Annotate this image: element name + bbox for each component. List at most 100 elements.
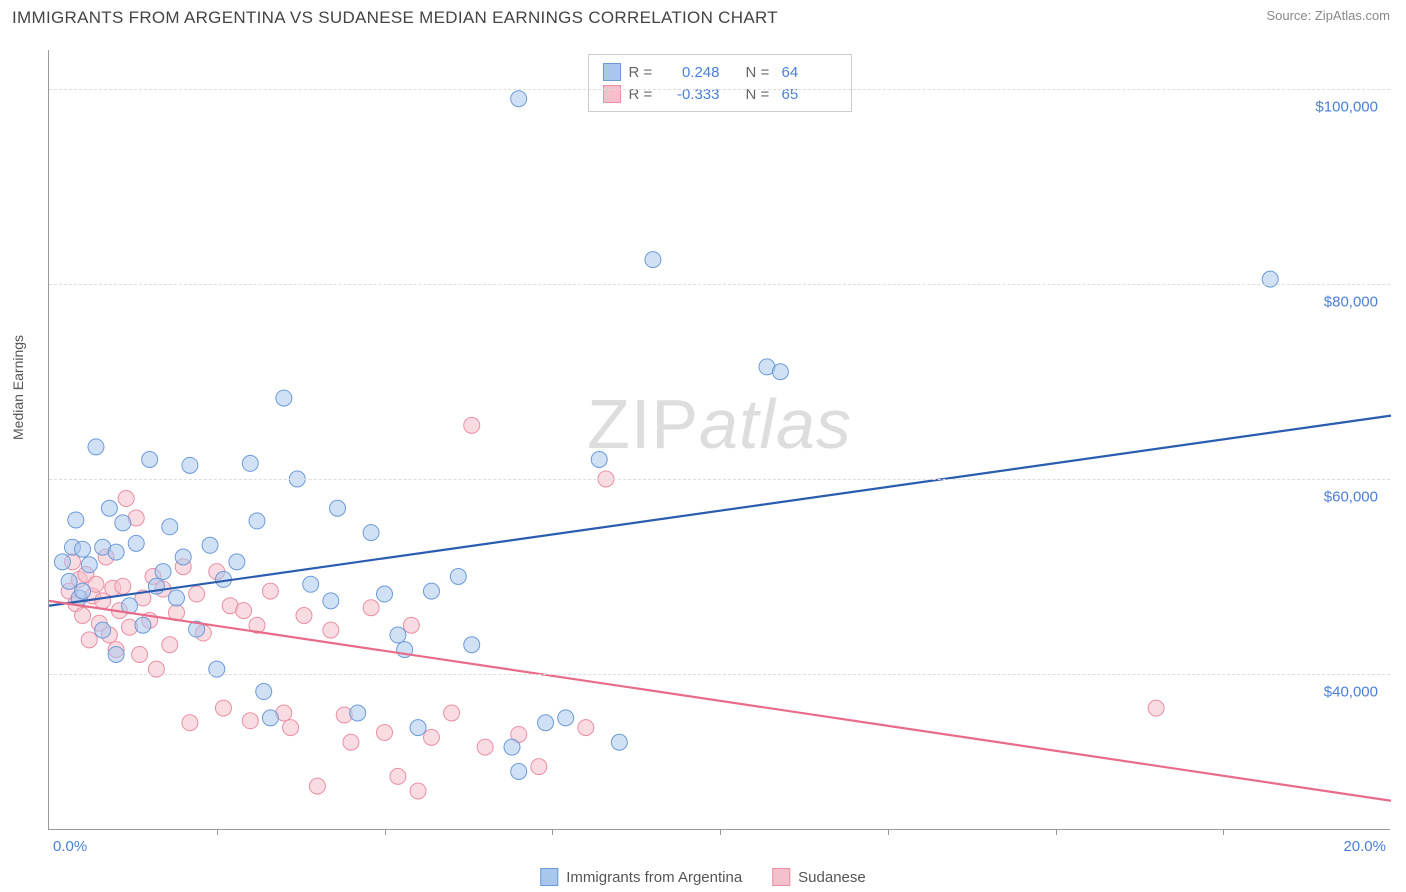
scatter-point — [101, 500, 117, 516]
scatter-point — [115, 578, 131, 594]
chart-plot-area: ZIPatlas R = 0.248 N = 64 R = -0.333 N =… — [48, 50, 1390, 830]
scatter-point — [363, 600, 379, 616]
scatter-point — [118, 491, 134, 507]
scatter-point — [68, 512, 84, 528]
scatter-point — [309, 778, 325, 794]
scatter-point — [296, 608, 312, 624]
scatter-point — [410, 783, 426, 799]
scatter-point — [538, 715, 554, 731]
swatch-argentina-icon — [540, 868, 558, 886]
scatter-point — [88, 439, 104, 455]
scatter-point — [75, 608, 91, 624]
x-tick — [888, 829, 889, 835]
scatter-point — [242, 455, 258, 471]
scatter-point — [249, 513, 265, 529]
scatter-point — [215, 700, 231, 716]
scatter-point — [511, 91, 527, 107]
scatter-point — [54, 554, 70, 570]
scatter-point — [350, 705, 366, 721]
scatter-point — [175, 549, 191, 565]
y-axis-label: Median Earnings — [10, 335, 26, 440]
scatter-point — [558, 710, 574, 726]
trend-line — [49, 601, 1391, 801]
x-tick — [1056, 829, 1057, 835]
scatter-point — [236, 603, 252, 619]
scatter-point — [511, 764, 527, 780]
scatter-point — [531, 759, 547, 775]
scatter-point — [242, 713, 258, 729]
scatter-point — [578, 720, 594, 736]
scatter-point — [323, 593, 339, 609]
x-tick — [1223, 829, 1224, 835]
scatter-point — [504, 739, 520, 755]
scatter-point — [276, 390, 292, 406]
scatter-point — [343, 734, 359, 750]
scatter-point — [390, 768, 406, 784]
y-tick-label: $40,000 — [1324, 684, 1378, 701]
scatter-point — [128, 535, 144, 551]
scatter-point — [155, 564, 171, 580]
scatter-point — [410, 720, 426, 736]
bottom-legend: Immigrants from Argentina Sudanese — [540, 868, 865, 886]
y-tick-label: $60,000 — [1324, 489, 1378, 506]
scatter-point — [450, 569, 466, 585]
scatter-point — [464, 637, 480, 653]
x-tick — [385, 829, 386, 835]
scatter-point — [611, 734, 627, 750]
trend-line — [49, 416, 1391, 606]
scatter-point — [423, 729, 439, 745]
scatter-point — [75, 583, 91, 599]
scatter-svg — [49, 50, 1390, 829]
scatter-point — [81, 632, 97, 648]
gridline — [49, 284, 1390, 285]
y-tick-label: $80,000 — [1324, 294, 1378, 311]
scatter-point — [444, 705, 460, 721]
scatter-point — [132, 647, 148, 663]
scatter-point — [464, 417, 480, 433]
scatter-point — [1148, 700, 1164, 716]
scatter-point — [202, 537, 218, 553]
scatter-point — [390, 627, 406, 643]
scatter-point — [182, 457, 198, 473]
scatter-point — [81, 557, 97, 573]
swatch-sudanese-icon — [772, 868, 790, 886]
source-credit: Source: ZipAtlas.com — [1266, 8, 1390, 23]
scatter-point — [162, 637, 178, 653]
scatter-point — [61, 573, 77, 589]
gridline — [49, 89, 1390, 90]
x-tick — [217, 829, 218, 835]
scatter-point — [95, 622, 111, 638]
page-title: IMMIGRANTS FROM ARGENTINA VS SUDANESE ME… — [12, 8, 778, 28]
scatter-point — [189, 586, 205, 602]
y-tick-label: $100,000 — [1315, 99, 1378, 116]
scatter-point — [283, 720, 299, 736]
scatter-point — [303, 576, 319, 592]
scatter-point — [591, 452, 607, 468]
scatter-point — [403, 617, 419, 633]
gridline — [49, 479, 1390, 480]
scatter-point — [75, 541, 91, 557]
scatter-point — [182, 715, 198, 731]
scatter-point — [377, 586, 393, 602]
gridline — [49, 674, 1390, 675]
scatter-point — [168, 590, 184, 606]
scatter-point — [477, 739, 493, 755]
x-end-label: 20.0% — [1343, 838, 1386, 855]
scatter-point — [115, 515, 131, 531]
scatter-point — [423, 583, 439, 599]
legend-item-sudanese: Sudanese — [772, 868, 866, 886]
x-tick — [552, 829, 553, 835]
scatter-point — [262, 710, 278, 726]
scatter-point — [108, 647, 124, 663]
scatter-point — [108, 544, 124, 560]
scatter-point — [229, 554, 245, 570]
scatter-point — [772, 364, 788, 380]
legend-item-argentina: Immigrants from Argentina — [540, 868, 742, 886]
x-tick — [720, 829, 721, 835]
scatter-point — [162, 519, 178, 535]
x-start-label: 0.0% — [53, 838, 87, 855]
scatter-point — [256, 684, 272, 700]
scatter-point — [363, 525, 379, 541]
scatter-point — [135, 617, 151, 633]
scatter-point — [323, 622, 339, 638]
